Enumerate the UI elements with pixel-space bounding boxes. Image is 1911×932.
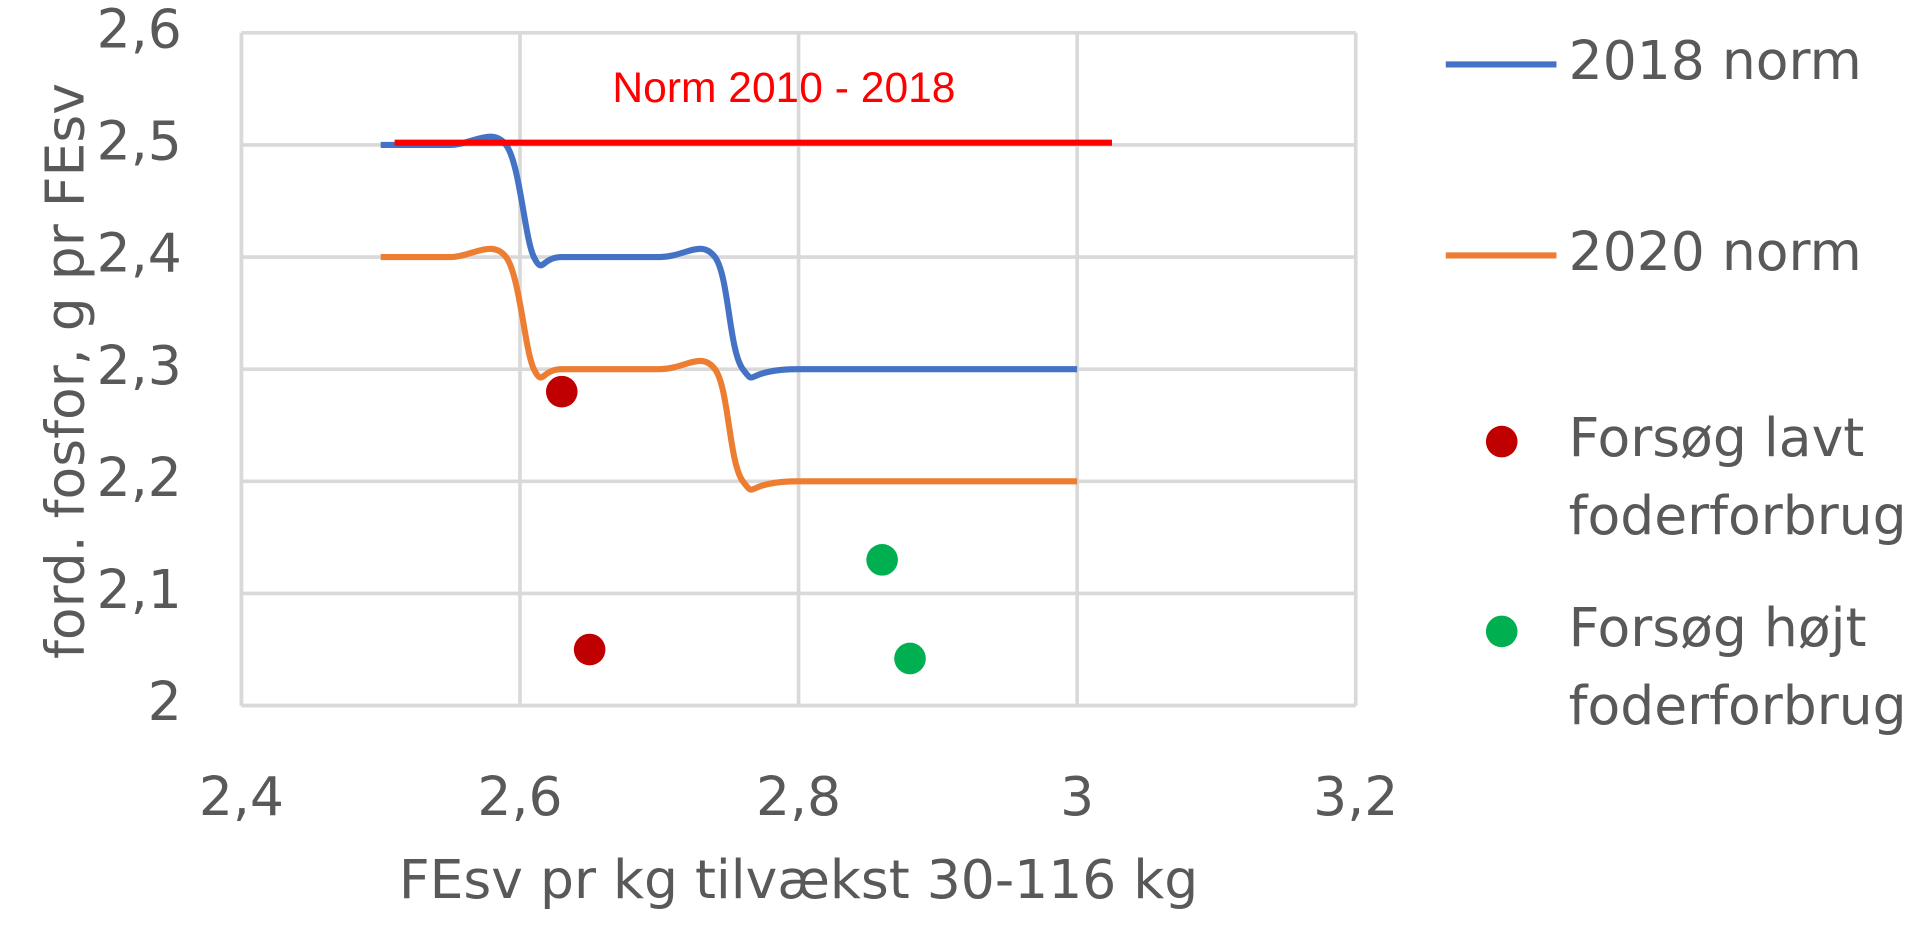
legend-marker: [1485, 615, 1518, 648]
data-point: [545, 375, 578, 408]
x-tick-label: 2,4: [199, 765, 284, 828]
x-tick-label: 2,6: [477, 765, 562, 828]
legend-entry: 2018 norm: [1568, 30, 1862, 93]
data-point: [573, 633, 606, 666]
data-line: [380, 245, 1078, 493]
data-point: [866, 544, 898, 576]
y-tick-label: 2,3: [97, 334, 182, 397]
legend-label: Forsøg lavt foderforbrug: [1568, 407, 1907, 548]
y-tick-label: 2,6: [97, 0, 182, 61]
legend-label: 2020 norm: [1568, 221, 1862, 284]
legend-entry: Forsøg lavt foderforbrug: [1568, 407, 1907, 548]
x-axis-title: FEsv pr kg tilvækst 30-116 kg: [399, 848, 1198, 911]
y-tick-label: 2,4: [97, 222, 182, 285]
x-tick-label: 3,2: [1313, 765, 1398, 828]
x-tick-label: 3: [1060, 765, 1094, 828]
legend-marker: [1485, 425, 1518, 458]
y-tick-label: 2: [148, 670, 182, 733]
data-point: [894, 642, 926, 675]
y-tick-label: 2,2: [97, 446, 182, 509]
annotation: Norm 2010 - 2018: [612, 64, 955, 112]
legend-label: 2018 norm: [1568, 30, 1862, 93]
x-tick-label: 2,8: [756, 765, 841, 828]
y-tick-label: 2,5: [97, 110, 182, 173]
legend-entry: 2020 norm: [1568, 221, 1862, 284]
data-line: [380, 133, 1078, 381]
y-tick-label: 2,1: [97, 558, 182, 621]
legend-entry: Forsøg højt foderforbrug: [1568, 597, 1907, 738]
y-axis-title: ford. fosfor, g pr FEsv: [33, 83, 96, 659]
legend-label: Forsøg højt foderforbrug: [1568, 597, 1907, 738]
